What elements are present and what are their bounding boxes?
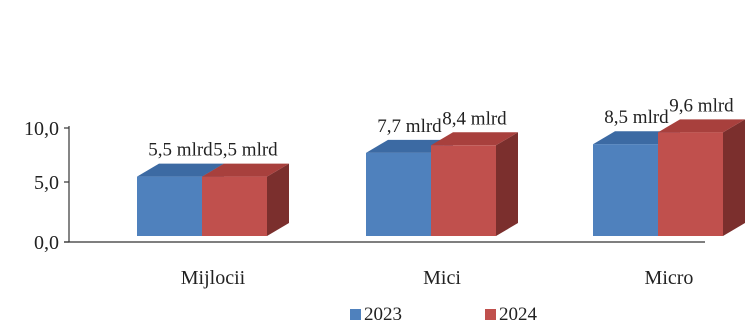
data-label: 5,5 mlrd bbox=[213, 140, 278, 161]
bar-2023-Micro bbox=[593, 144, 658, 236]
data-label: 5,5 mlrd bbox=[148, 140, 213, 161]
chart-axes: 0,0 5,0 10,0 Mijlocii Mici Micro bbox=[24, 118, 705, 289]
bar-2023-Mijlocii bbox=[137, 176, 202, 236]
legend-swatch-2023 bbox=[350, 309, 361, 320]
legend-label: 2024 bbox=[499, 304, 538, 322]
y-tick-label: 0,0 bbox=[34, 232, 59, 254]
legend-label: 2023 bbox=[364, 304, 402, 322]
chart-legend: 2023 2024 bbox=[350, 304, 538, 322]
bar-top-2024 bbox=[658, 119, 745, 133]
bar-top-2024 bbox=[431, 132, 518, 146]
bar-2024-Mici bbox=[431, 145, 496, 236]
bar-2024-Mijlocii bbox=[202, 176, 267, 236]
y-tick-label: 10,0 bbox=[24, 118, 59, 140]
x-tick-label: Micro bbox=[645, 267, 694, 289]
bar-2023-Mici bbox=[366, 152, 431, 236]
bar-2024-Micro bbox=[658, 132, 723, 236]
legend-swatch-2024 bbox=[485, 309, 496, 320]
data-label: 7,7 mlrd bbox=[377, 116, 442, 137]
bar-top-2023 bbox=[137, 163, 224, 177]
bar-side-2024 bbox=[267, 163, 289, 236]
bar-side-2024 bbox=[496, 132, 518, 236]
data-label: 9,6 mlrd bbox=[669, 95, 734, 116]
bar-top-2024 bbox=[202, 163, 289, 177]
chart-data-labels: 5,5 mlrd 5,5 mlrd 7,7 mlrd 8,4 mlrd 8,5 mlrd… bbox=[148, 95, 734, 160]
data-label: 8,4 mlrd bbox=[442, 108, 507, 129]
x-tick-label: Mijlocii bbox=[181, 267, 246, 289]
y-tick-label: 5,0 bbox=[34, 172, 59, 194]
bar-side-2024 bbox=[723, 119, 745, 236]
data-label: 8,5 mlrd bbox=[604, 107, 669, 128]
chart-bars bbox=[137, 119, 745, 236]
x-tick-label: Mici bbox=[423, 267, 461, 289]
